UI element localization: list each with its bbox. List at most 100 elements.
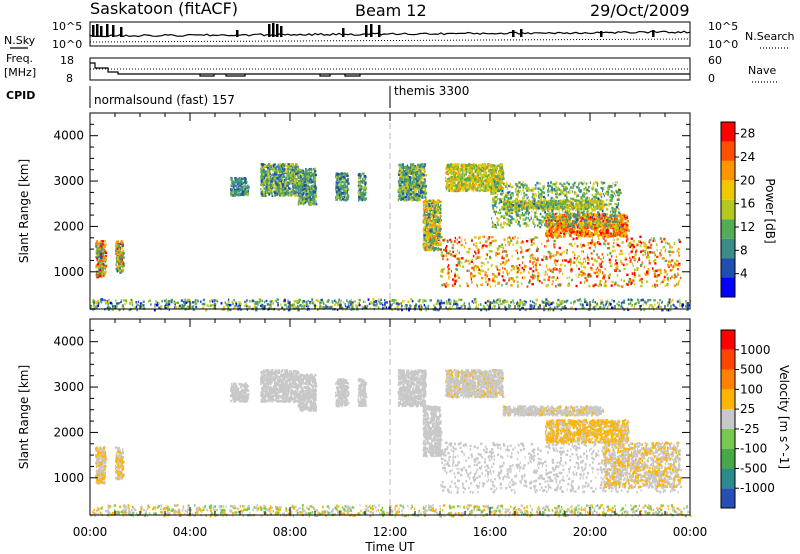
power-cell-0: [276, 300, 278, 303]
power-cell-9: [437, 219, 441, 222]
power-cell-9: [432, 239, 434, 243]
power-cell-9: [422, 209, 425, 212]
power-cell-0: [232, 302, 234, 306]
power-cell-10: [590, 266, 593, 270]
power-cell-8: [415, 198, 417, 201]
power-cell-4: [271, 193, 273, 196]
power-cell-10: [468, 269, 470, 273]
power-cell-5: [312, 184, 314, 187]
power-cell-0: [114, 299, 117, 302]
power-cell-0: [546, 300, 549, 303]
power-cell-2: [122, 252, 125, 255]
power-cell-8: [421, 196, 424, 199]
power-cell-0: [227, 298, 230, 301]
power-cell-10: [472, 262, 474, 265]
power-cell-4: [272, 164, 274, 167]
power-cell-4: [260, 188, 262, 191]
power-cell-8: [411, 166, 414, 169]
power-cell-0: [136, 308, 138, 312]
power-cell-5: [300, 197, 302, 201]
power-cell-0: [600, 302, 603, 305]
power-cell-4: [277, 185, 279, 189]
power-cell-4: [269, 172, 271, 175]
power-cell-9: [431, 200, 433, 204]
power-cell-5: [308, 192, 310, 196]
power-cell-3: [237, 183, 240, 187]
power-cell-5: [311, 180, 313, 184]
power-cell-4: [287, 177, 289, 181]
power-cell-0: [175, 301, 177, 304]
power-cell-0: [350, 301, 353, 304]
power-cell-1: [101, 272, 103, 276]
power-cell-7: [364, 197, 367, 200]
power-cell-3: [234, 191, 236, 194]
power-cell-5: [302, 193, 304, 196]
power-cell-8: [424, 168, 426, 172]
power-cell-4: [265, 184, 267, 187]
power-cell-0: [424, 299, 427, 303]
power-cell-10: [638, 240, 640, 243]
power-cell-10: [472, 266, 475, 269]
power-cell-1: [96, 252, 99, 255]
power-cell-10: [633, 283, 636, 286]
power-cell-9: [432, 215, 436, 219]
power-cell-4: [265, 189, 267, 192]
power-cell-10: [566, 249, 568, 252]
power-cell-9: [430, 213, 433, 216]
power-cell-0: [579, 298, 581, 301]
power-cell-4: [270, 184, 272, 188]
power-cell-9: [434, 208, 436, 212]
power-cell-9: [431, 214, 433, 217]
power-cell-0: [648, 306, 650, 309]
power-cell-0: [115, 302, 119, 305]
power-cell-0: [448, 306, 451, 309]
power-cell-0: [404, 305, 407, 308]
power-cell-2: [117, 266, 120, 269]
power-cell-10: [547, 268, 549, 271]
power-cell-10: [564, 259, 567, 262]
power-cell-0: [347, 301, 350, 304]
power-cell-0: [118, 308, 120, 312]
power-cell-4: [281, 176, 284, 179]
power-cell-8: [422, 168, 425, 172]
power-cell-10: [651, 237, 653, 240]
power-cell-10: [447, 264, 450, 267]
power-cell-0: [605, 303, 607, 306]
power-cell-0: [207, 304, 209, 308]
power-cell-9: [432, 237, 435, 240]
power-cell-10: [536, 236, 539, 239]
power-cell-0: [155, 300, 157, 303]
power-cell-4: [260, 176, 263, 180]
power-cell-9: [423, 211, 426, 214]
power-cell-9: [422, 245, 426, 248]
power-cell-10: [486, 274, 489, 277]
power-cell-8: [411, 189, 413, 192]
power-cell-4: [289, 193, 292, 197]
power-cell-5: [304, 190, 307, 193]
power-cell-5: [299, 189, 301, 192]
power-cell-0: [222, 306, 226, 309]
power-cell-8: [406, 181, 409, 184]
power-cell-10: [623, 267, 626, 271]
power-cell-0: [300, 304, 303, 308]
power-cell-10: [502, 246, 505, 250]
power-cell-6: [347, 178, 350, 181]
power-cell-8: [408, 188, 410, 191]
power-cell-10: [660, 282, 662, 285]
power-cell-9: [430, 233, 433, 236]
power-cell-0: [193, 305, 195, 308]
power-cell-1: [97, 256, 100, 259]
power-cell-6: [337, 175, 339, 179]
cpid-segment-normalsound: normalsound (fast) 157: [94, 93, 235, 107]
power-cell-10: [470, 276, 473, 279]
power-cell-10: [606, 253, 609, 256]
power-cell-8: [406, 164, 409, 167]
power-cell-10: [460, 243, 463, 247]
power-cell-10: [674, 275, 676, 279]
power-cell-10: [640, 241, 643, 245]
power-cell-3: [246, 185, 249, 188]
power-cell-0: [455, 306, 459, 309]
power-cell-10: [648, 240, 650, 243]
power-cell-10: [520, 271, 523, 275]
power-cell-1: [95, 246, 97, 249]
